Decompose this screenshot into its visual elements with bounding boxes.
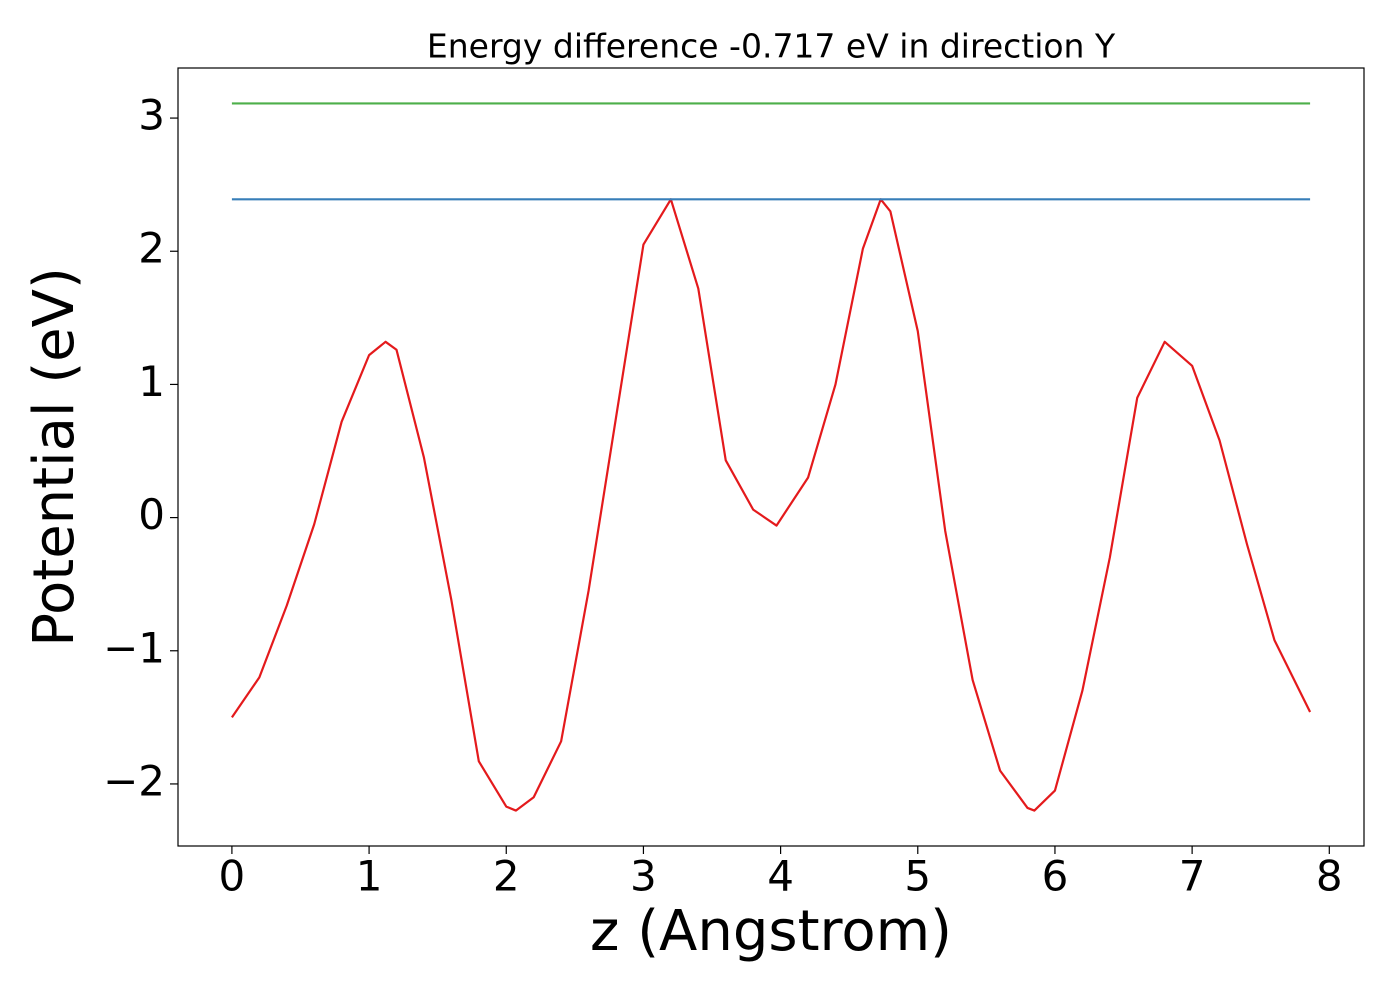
x-tick-label: 3 bbox=[630, 852, 657, 901]
y-tick-label: −2 bbox=[103, 756, 165, 805]
line bbox=[231, 198, 1312, 812]
y-tick-label: −1 bbox=[103, 623, 165, 672]
y-axis-label: Potential (eV) bbox=[22, 267, 87, 647]
x-tick-label: 0 bbox=[219, 852, 246, 901]
y-tick-label: 2 bbox=[138, 224, 165, 273]
y-tick-label: 3 bbox=[138, 91, 165, 140]
x-tick-label: 8 bbox=[1316, 852, 1343, 901]
x-axis-label: z (Angstrom) bbox=[590, 899, 952, 964]
y-tick-label: 0 bbox=[138, 490, 165, 539]
y-tick-label: 1 bbox=[138, 357, 165, 406]
chart-title: Energy difference -0.717 eV in direction… bbox=[427, 27, 1116, 66]
x-tick-label: 2 bbox=[493, 852, 520, 901]
x-tick-label: 5 bbox=[904, 852, 931, 901]
x-tick-label: 1 bbox=[356, 852, 383, 901]
plot-frame bbox=[177, 67, 1365, 847]
x-tick-label: 7 bbox=[1179, 852, 1206, 901]
x-tick-label: 4 bbox=[767, 852, 794, 901]
x-tick-label: 6 bbox=[1042, 852, 1069, 901]
